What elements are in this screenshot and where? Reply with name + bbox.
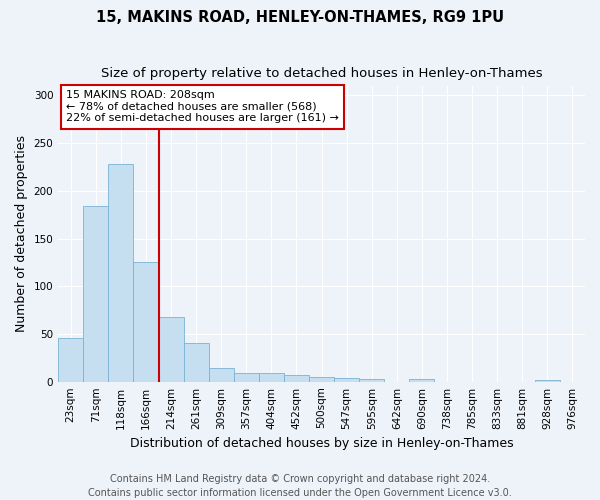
Bar — [109, 164, 133, 382]
Bar — [409, 379, 434, 382]
Text: Contains HM Land Registry data © Crown copyright and database right 2024.
Contai: Contains HM Land Registry data © Crown c… — [88, 474, 512, 498]
Bar — [83, 206, 109, 382]
Text: 15 MAKINS ROAD: 208sqm
← 78% of detached houses are smaller (568)
22% of semi-de: 15 MAKINS ROAD: 208sqm ← 78% of detached… — [66, 90, 339, 124]
Bar — [535, 380, 560, 382]
Bar — [58, 338, 83, 382]
Bar — [359, 379, 385, 382]
Bar — [184, 342, 209, 382]
Title: Size of property relative to detached houses in Henley-on-Thames: Size of property relative to detached ho… — [101, 68, 542, 80]
Bar — [259, 373, 284, 382]
X-axis label: Distribution of detached houses by size in Henley-on-Thames: Distribution of detached houses by size … — [130, 437, 514, 450]
Bar — [284, 375, 309, 382]
Bar — [234, 373, 259, 382]
Bar — [158, 317, 184, 382]
Bar — [334, 378, 359, 382]
Text: 15, MAKINS ROAD, HENLEY-ON-THAMES, RG9 1PU: 15, MAKINS ROAD, HENLEY-ON-THAMES, RG9 1… — [96, 10, 504, 25]
Bar — [133, 262, 158, 382]
Bar — [209, 368, 234, 382]
Y-axis label: Number of detached properties: Number of detached properties — [15, 136, 28, 332]
Bar — [309, 377, 334, 382]
